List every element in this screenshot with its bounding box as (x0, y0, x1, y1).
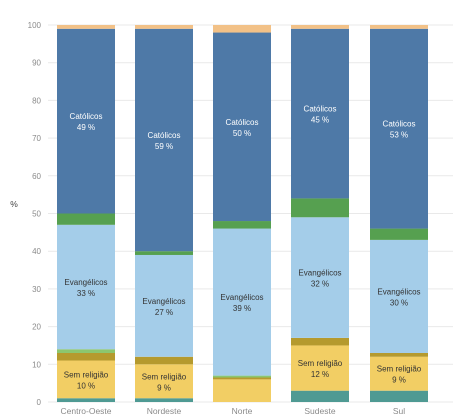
x-axis-categories: Centro-Oeste Nordeste Norte Sudeste Sul (60, 406, 405, 416)
bar-segment-beige (291, 25, 349, 29)
bar-segment-green (370, 228, 428, 240)
segment-label-value: 50 % (233, 129, 251, 138)
bar-segment-catolicos (57, 28, 115, 214)
x-category-label: Sudeste (304, 406, 335, 416)
x-category-label: Norte (232, 406, 253, 416)
segment-label-value: 27 % (155, 308, 173, 317)
bar-segment-catolicos (135, 28, 193, 252)
bar-segment-sem_religiao (370, 356, 428, 391)
bar-segment-green (291, 198, 349, 218)
y-tick-label: 60 (32, 172, 41, 181)
bar-segment-sem_religiao (291, 345, 349, 391)
bar-segment-olive (291, 337, 349, 346)
segment-label-value: 12 % (311, 370, 329, 379)
segment-label-value: 45 % (311, 116, 329, 125)
segment-label-name: Católicos (226, 118, 259, 127)
bar-segment-green (57, 213, 115, 225)
y-tick-label: 30 (32, 285, 41, 294)
bar-segment-sem_religiao (213, 379, 271, 402)
segment-label-value: 33 % (77, 289, 95, 298)
bar-segment-teal (135, 398, 193, 402)
segment-label-value: 49 % (77, 123, 95, 132)
bar-segment-beige (57, 25, 115, 29)
y-tick-label: 90 (32, 59, 41, 68)
bar-segment-olive (213, 377, 271, 380)
segment-label-value: 39 % (233, 304, 251, 313)
segment-label-name: Sem religião (64, 370, 109, 379)
y-tick-label: 10 (32, 360, 41, 369)
bar-segment-evangelicos (370, 239, 428, 353)
bar-segment-green (213, 221, 271, 229)
bar-segment-catolicos (291, 28, 349, 199)
bar-segment-olive (57, 352, 115, 361)
segment-label-value: 32 % (311, 280, 329, 289)
y-tick-label: 70 (32, 134, 41, 143)
bar-segment-teal (370, 390, 428, 402)
bar-segment-beige (213, 25, 271, 33)
x-category-label: Nordeste (147, 406, 182, 416)
segment-labels: Católicos 49 % Evangélicos 33 % Sem religião… (64, 105, 422, 393)
y-tick-label: 80 (32, 96, 41, 105)
segment-label-value: 30 % (390, 298, 408, 307)
bar-segment-teal (291, 390, 349, 402)
bar-segment-light_green (213, 375, 271, 378)
y-tick-label: 20 (32, 323, 41, 332)
bar-segment-evangelicos (135, 254, 193, 357)
bar-segment-green (135, 251, 193, 255)
segment-label-name: Sem religião (377, 365, 422, 374)
segment-label-name: Evangélicos (64, 278, 107, 287)
bar-segment-evangelicos (57, 224, 115, 350)
y-axis-ticks: 0 10 20 30 40 50 60 70 80 90 100 (28, 21, 42, 407)
segment-label-value: 9 % (392, 376, 406, 385)
segment-label-value: 9 % (157, 383, 171, 392)
segment-label-name: Sem religião (142, 372, 187, 381)
x-category-label: Centro-Oeste (60, 406, 111, 416)
bar-segment-light_green (57, 349, 115, 353)
bar-segment-catolicos (213, 32, 271, 222)
y-tick-label: 50 (32, 210, 41, 219)
bars (57, 25, 428, 402)
bar-segment-evangelicos (213, 228, 271, 376)
segment-label-name: Evangélicos (377, 287, 420, 296)
segment-label-name: Evangélicos (298, 269, 341, 278)
bar-segment-olive (370, 352, 428, 357)
y-axis-label: % (10, 199, 18, 209)
bar-segment-teal (57, 398, 115, 402)
bar-segment-evangelicos (291, 217, 349, 338)
segment-label-name: Sem religião (298, 359, 343, 368)
bar-segment-sem_religiao (135, 364, 193, 399)
segment-label-name: Católicos (148, 131, 181, 140)
segment-label-name: Evangélicos (142, 297, 185, 306)
segment-label-name: Católicos (304, 105, 337, 114)
x-category-label: Sul (393, 406, 405, 416)
segment-label-name: Católicos (70, 112, 103, 121)
bar-segment-beige (135, 25, 193, 29)
bar-segment-olive (135, 356, 193, 365)
segment-label-value: 53 % (390, 131, 408, 140)
y-tick-label: 0 (37, 398, 42, 407)
segment-label-name: Católicos (383, 120, 416, 129)
y-tick-label: 100 (28, 21, 42, 30)
bar-segment-catolicos (370, 28, 428, 229)
bar-segment-beige (370, 25, 428, 29)
bar-segment-sem_religiao (57, 360, 115, 399)
segment-label-value: 10 % (77, 381, 95, 390)
segment-label-value: 59 % (155, 142, 173, 151)
segment-label-name: Evangélicos (220, 293, 263, 302)
y-tick-label: 40 (32, 247, 41, 256)
